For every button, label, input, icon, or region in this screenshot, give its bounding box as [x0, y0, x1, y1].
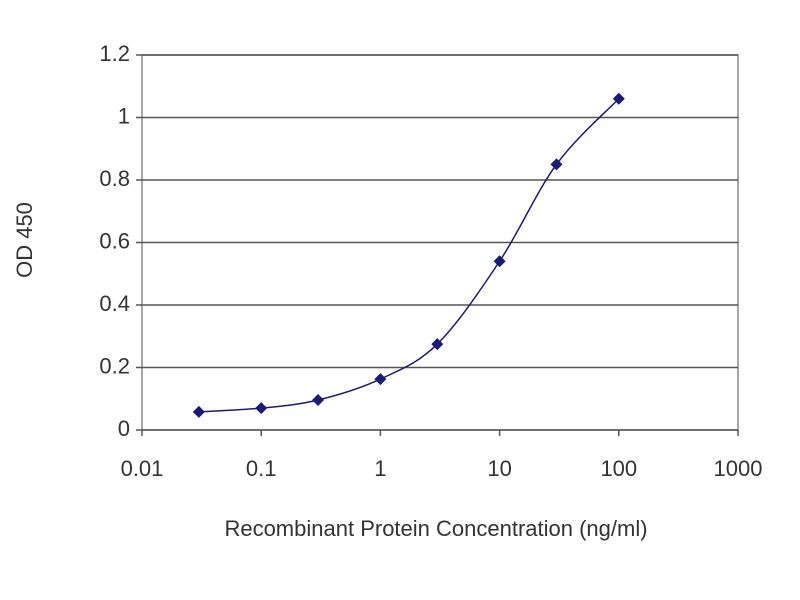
x-tick-label: 100: [600, 456, 637, 481]
x-tick-label: 0.01: [121, 456, 164, 481]
data-point: [431, 338, 444, 351]
x-tick-label: 0.1: [246, 456, 277, 481]
y-tick-label: 0.4: [99, 291, 130, 316]
y-tick-label: 1: [118, 103, 130, 128]
data-point: [255, 402, 268, 415]
data-point: [550, 158, 563, 171]
data-point: [612, 92, 625, 105]
y-tick-label: 0.6: [99, 228, 130, 253]
y-axis-label: OD 450: [12, 202, 37, 278]
x-tick-label: 10: [487, 456, 511, 481]
data-point: [493, 255, 506, 268]
y-tick-label: 0.2: [99, 353, 130, 378]
data-point: [312, 394, 325, 406]
y-tick-label: 0.8: [99, 166, 130, 191]
y-tick-label: 0: [118, 416, 130, 441]
y-tick-label: 1.2: [99, 41, 130, 66]
x-axis-label: Recombinant Protein Concentration (ng/ml…: [224, 516, 647, 541]
data-point: [192, 405, 205, 418]
x-tick-label: 1: [374, 456, 386, 481]
x-tick-label: 1000: [714, 456, 763, 481]
data-point: [374, 373, 387, 386]
